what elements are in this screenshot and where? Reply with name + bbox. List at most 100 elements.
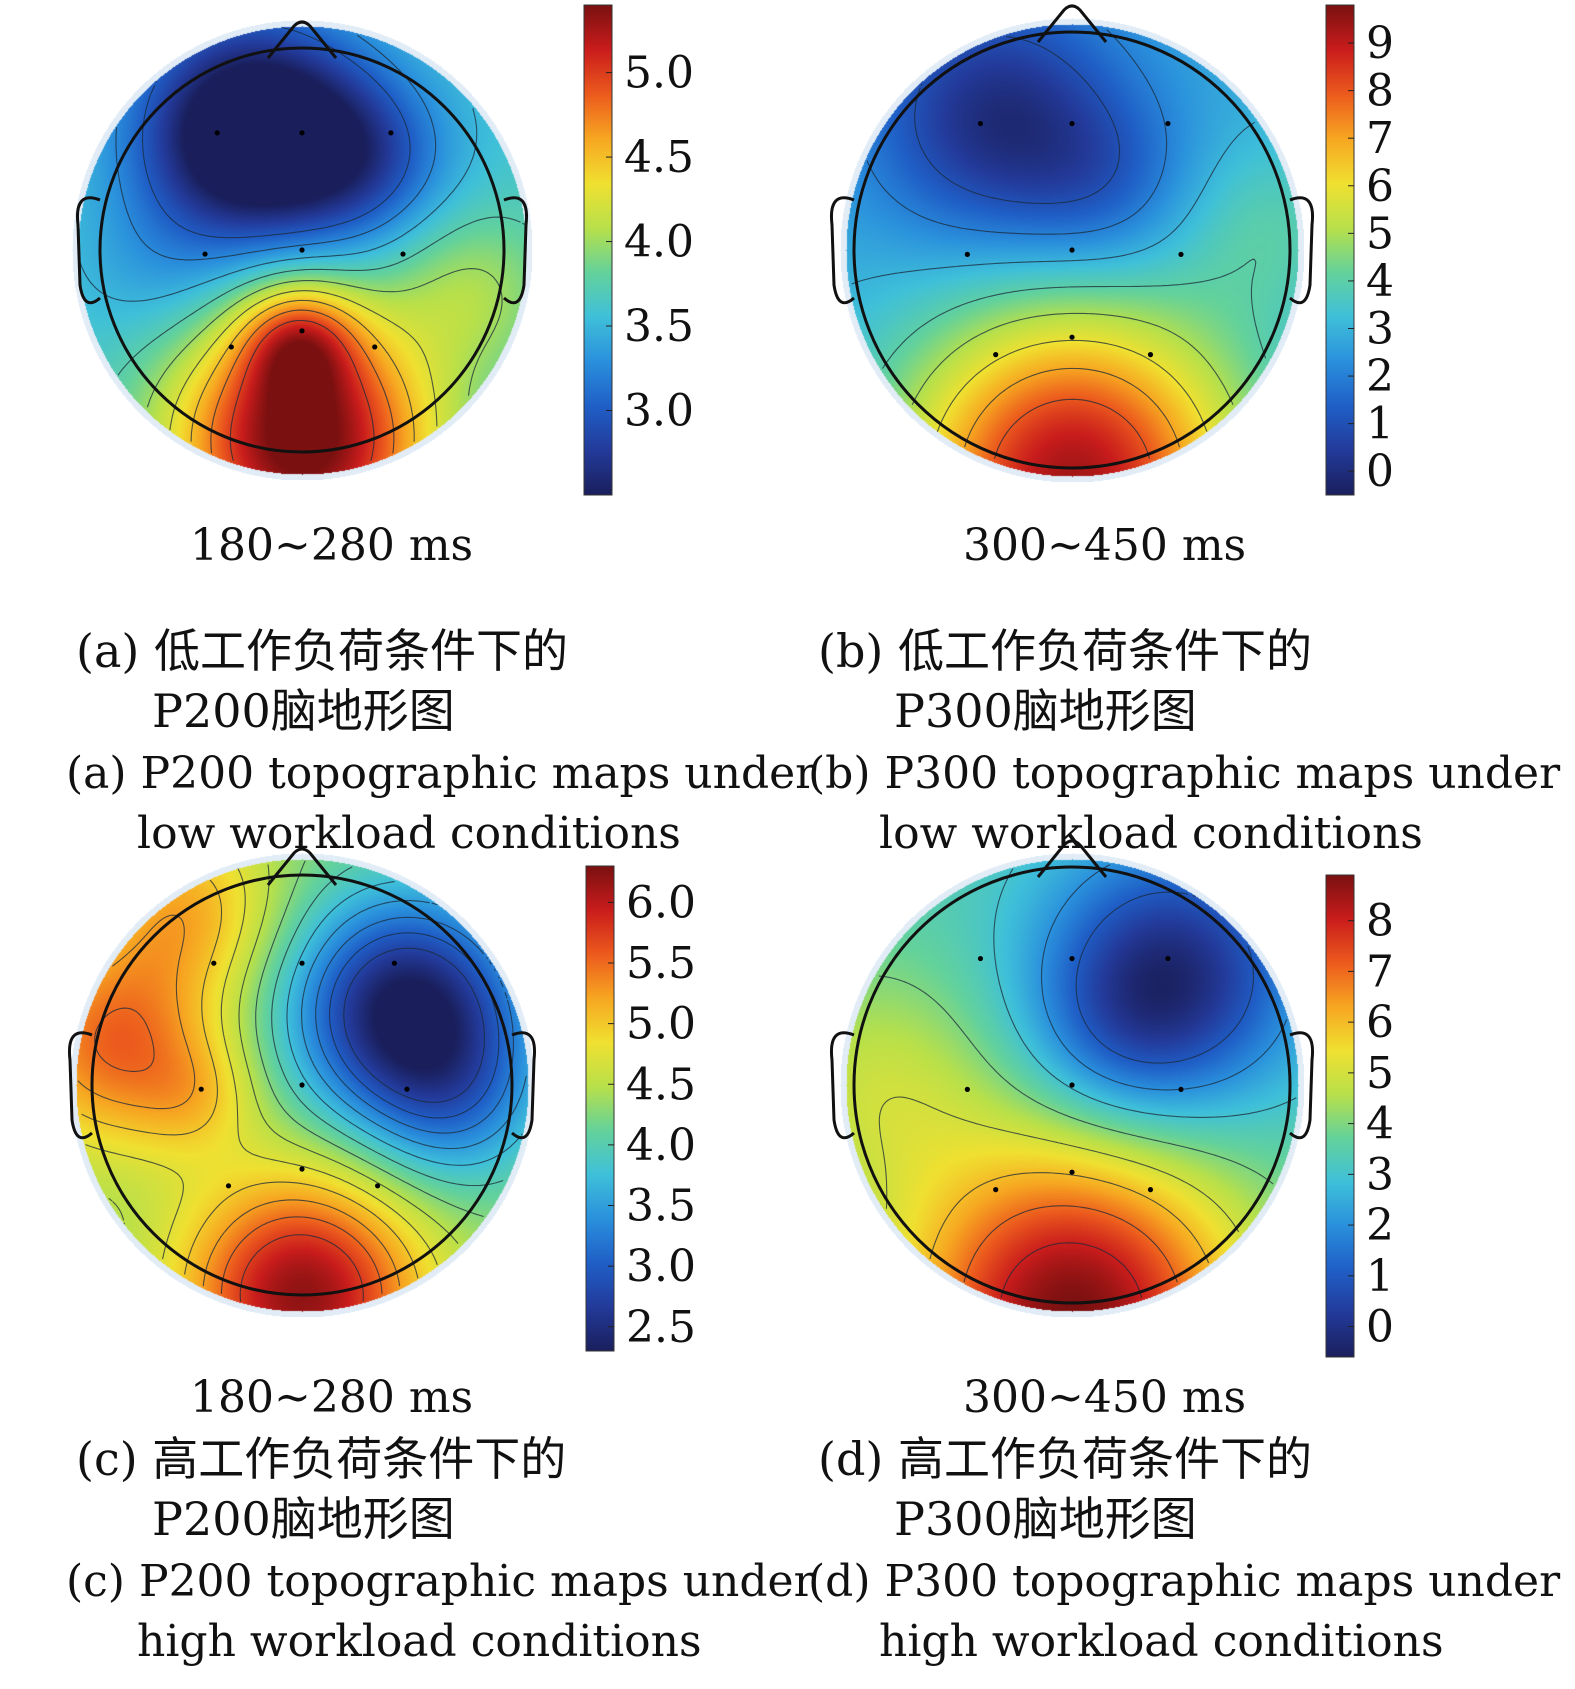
colorbar-tick-label-d-3: 5 [1366, 1048, 1394, 1099]
right-ear-outline-b [1289, 196, 1315, 305]
caption-zh-line1-d: (d) 高工作负荷条件下的 [818, 1432, 1312, 1486]
electrode-dot-d-5 [1178, 1086, 1184, 1092]
electrode-dot-a-0 [214, 130, 220, 136]
colorbar-tick-label-d-8: 0 [1366, 1302, 1394, 1353]
head-outline-d [852, 865, 1292, 1305]
electrode-dot-d-8 [1147, 1187, 1154, 1193]
caption-zh-line1-a: (a) 低工作负荷条件下的 [76, 624, 568, 678]
left-ear-outline-a [75, 196, 101, 305]
contour-line-b [882, 258, 1267, 369]
contour-line-a [146, 268, 503, 408]
caption-zh-line2-c: P200脑地形图 [152, 1492, 455, 1546]
electrode-dot-b-0 [977, 120, 984, 127]
contour-line-d [878, 975, 1274, 1185]
colorbar-tick-label-b-2: 7 [1366, 113, 1394, 164]
caption-en-line1-d: (d) P300 topographic maps under [808, 1556, 1561, 1607]
electrode-dot-c-4 [299, 1082, 305, 1088]
electrode-dot-c-3 [198, 1086, 204, 1092]
time-window-label-a: 180~280 ms [190, 520, 474, 571]
colorbar-tick-label-a-3: 3.5 [624, 301, 694, 352]
caption-en-line1-a: (a) P200 topographic maps under [66, 748, 817, 799]
contour-line-b [851, 121, 1256, 285]
caption-zh-line2-b: P300脑地形图 [894, 684, 1197, 738]
time-window-label-c: 180~280 ms [190, 1372, 474, 1423]
contour-line-a [117, 216, 525, 376]
time-window-label-d: 300~450 ms [963, 1372, 1247, 1423]
contour-line-c [315, 916, 514, 1134]
contour-line-c [343, 947, 485, 1103]
colorbar-tick-label-a-4: 3.0 [624, 386, 694, 437]
caption-en-line2-b: low workload conditions [879, 808, 1423, 859]
colorbar-tick-label-d-5: 3 [1366, 1149, 1394, 1200]
caption-en-line1-c: (c) P200 topographic maps under [66, 1556, 815, 1607]
contour-line-d [1075, 891, 1254, 1064]
colorbar-tick-label-b-1: 8 [1366, 66, 1394, 117]
electrode-dot-b-2 [1165, 120, 1171, 127]
electrode-dot-a-3 [202, 251, 208, 257]
electrode-dot-d-6 [993, 1187, 999, 1193]
contour-line-d [1040, 864, 1288, 1091]
electrode-dot-c-8 [375, 1183, 381, 1189]
contour-line-a [141, 27, 411, 239]
electrode-dot-b-1 [1069, 120, 1075, 127]
colorbar-tick-label-c-6: 3.0 [626, 1241, 696, 1292]
colorbar-tick-label-b-8: 1 [1366, 399, 1394, 450]
electrode-dot-d-4 [1069, 1082, 1075, 1088]
colorbar-tick-label-a-1: 4.5 [624, 132, 694, 183]
colorbar-tick-label-b-5: 4 [1366, 256, 1394, 307]
colorbar-tick-label-c-4: 4.0 [626, 1120, 696, 1171]
contour-line-b [866, 29, 1168, 235]
contour-line-c [239, 1234, 364, 1302]
caption-zh-line1-b: (b) 低工作负荷条件下的 [818, 624, 1312, 678]
electrode-dot-c-7 [299, 1166, 305, 1172]
head-outline-c [90, 873, 514, 1297]
contour-line-c [271, 866, 504, 1187]
electrode-dot-b-8 [1147, 352, 1154, 358]
colorbar-tick-label-b-7: 2 [1366, 351, 1394, 402]
caption-zh-line2-a: P200脑地形图 [152, 684, 455, 738]
colorbar-tick-label-b-4: 5 [1366, 208, 1394, 259]
colorbar-tick-label-b-6: 3 [1366, 303, 1394, 354]
electrode-dot-c-5 [404, 1086, 410, 1092]
electrode-dot-b-6 [993, 352, 999, 358]
electrode-dot-d-7 [1069, 1169, 1075, 1175]
caption-en-line2-a: low workload conditions [137, 808, 681, 859]
contour-line-d [963, 1205, 1178, 1283]
contour-line-b [911, 312, 1234, 405]
contour-line-d [929, 1172, 1210, 1264]
colorbar-tick-label-c-7: 2.5 [626, 1302, 696, 1353]
colorbar-tick-label-b-0: 9 [1366, 18, 1394, 69]
colorbar-tick-label-c-5: 3.5 [626, 1181, 696, 1232]
electrode-dot-d-3 [964, 1086, 970, 1092]
caption-zh-line2-d: P300脑地形图 [894, 1492, 1197, 1546]
colorbar-tick-label-d-2: 6 [1366, 997, 1394, 1048]
caption-en-line2-d: high workload conditions [879, 1616, 1444, 1667]
colorbar-tick-label-c-1: 5.5 [626, 938, 696, 989]
caption-en-line2-c: high workload conditions [137, 1616, 702, 1667]
colorbar-tick-label-a-2: 4.0 [624, 217, 694, 268]
contour-line-c [255, 860, 484, 1218]
right-ear-outline-a [503, 196, 529, 305]
contour-line-a [210, 309, 395, 454]
colorbar-a [583, 4, 613, 496]
electrode-dot-c-1 [299, 960, 305, 966]
contour-line-a [190, 299, 415, 442]
electrode-dot-b-5 [1178, 251, 1184, 257]
colorbar-b [1325, 4, 1355, 496]
right-ear-outline-c [511, 1031, 537, 1140]
left-ear-outline-c [67, 1031, 93, 1140]
electrode-dot-a-8 [372, 344, 378, 350]
time-window-label-b: 300~450 ms [963, 520, 1247, 571]
contour-line-c [301, 900, 527, 1150]
nose-outline-a [266, 20, 338, 59]
electrode-dot-a-5 [400, 251, 406, 257]
contour-line-b [914, 36, 1121, 204]
contour-line-b [993, 398, 1151, 460]
colorbar-tick-label-d-1: 7 [1366, 946, 1394, 997]
contour-line-c [329, 932, 500, 1119]
contour-line-d [878, 1096, 1240, 1233]
nose-outline-c [266, 847, 338, 886]
